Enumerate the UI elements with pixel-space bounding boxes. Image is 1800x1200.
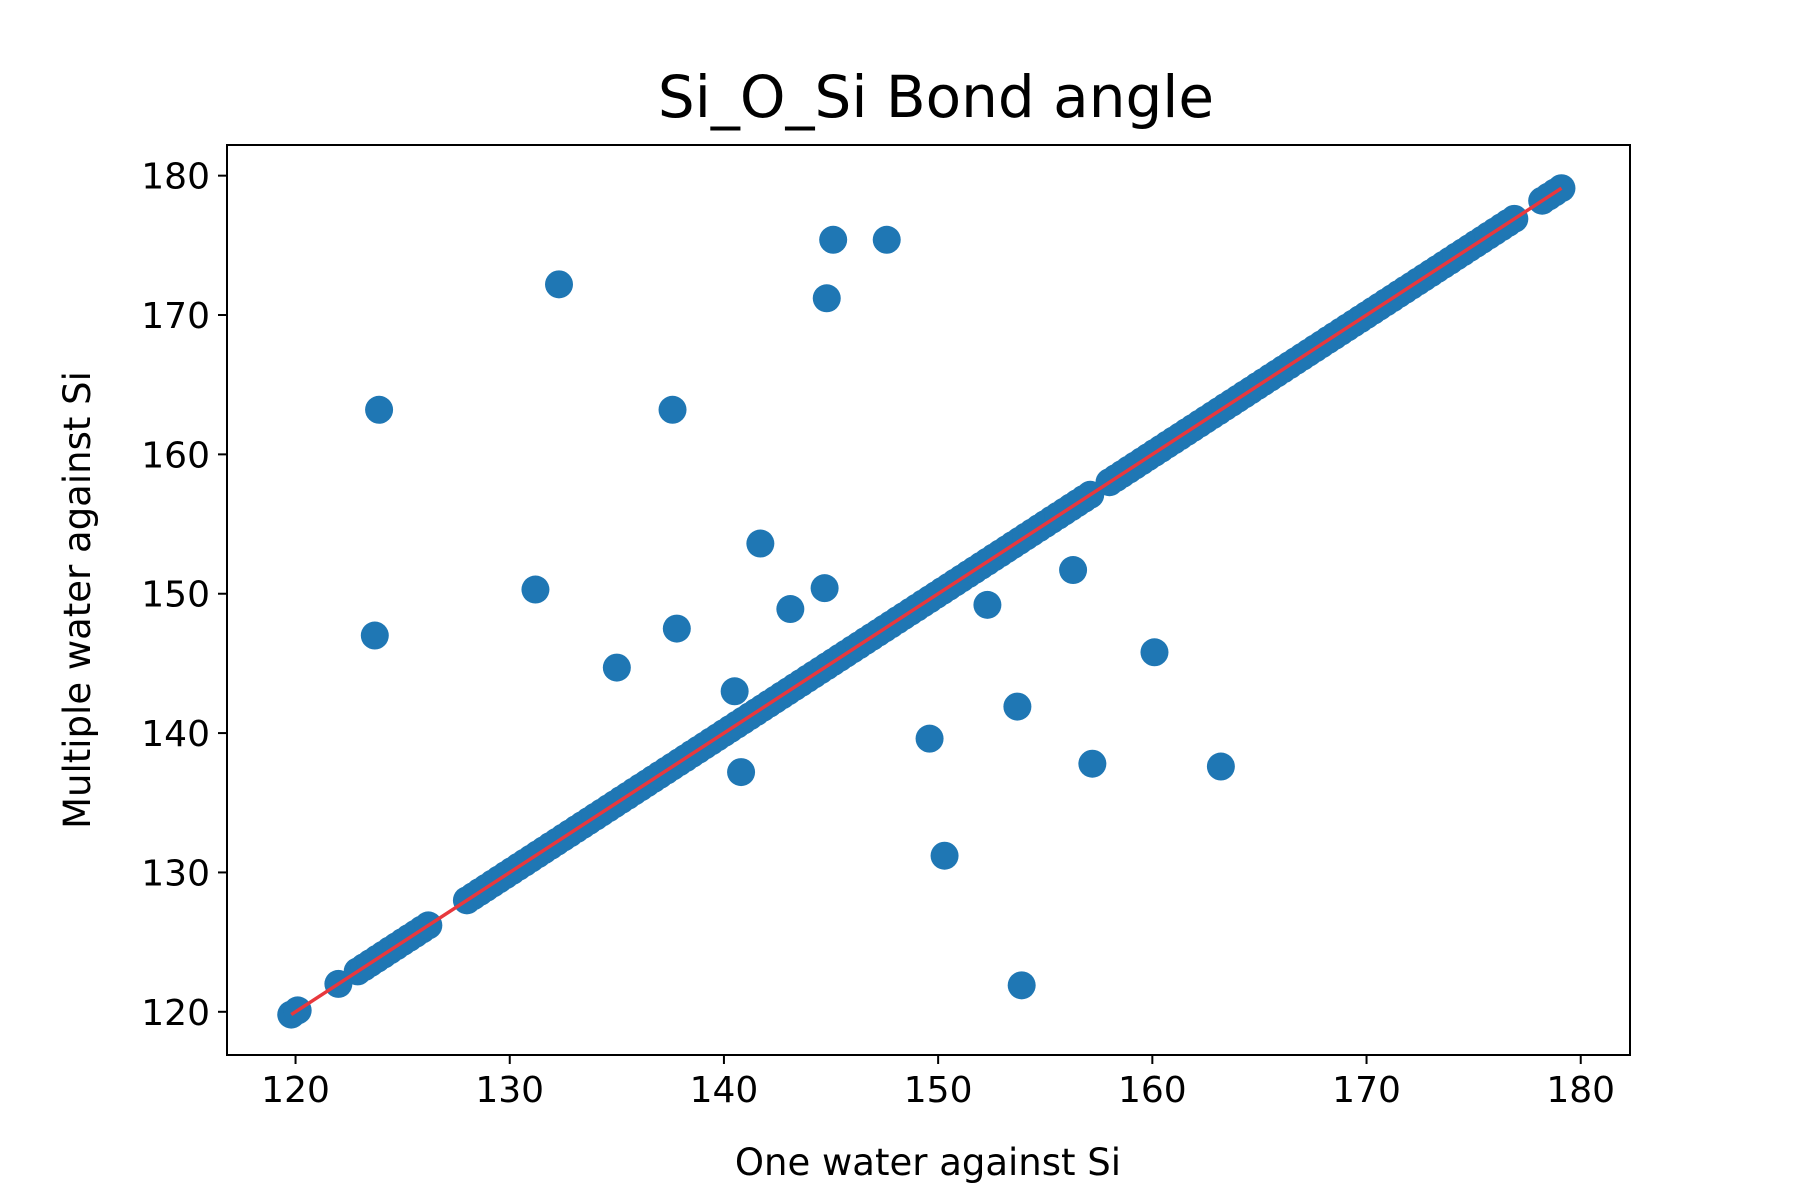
y-axis: 120 130 140 150 160 170 180: [141, 157, 227, 1034]
scatter-point: [776, 595, 805, 624]
scatter-point: [930, 841, 959, 870]
scatter-point: [720, 677, 749, 706]
scatter-point: [812, 284, 841, 313]
scatter-point: [662, 614, 691, 643]
scatter-point: [746, 529, 775, 558]
scatter-point: [365, 395, 394, 424]
y-tick-label: 130: [141, 853, 210, 894]
x-tick-label: 170: [1332, 1070, 1401, 1111]
scatter-point: [810, 574, 839, 603]
x-tick-label: 180: [1546, 1070, 1615, 1111]
scatter-point: [360, 621, 389, 650]
y-tick-label: 170: [141, 296, 210, 337]
x-tick-label: 150: [904, 1070, 973, 1111]
scatter-point: [1140, 638, 1169, 667]
x-tick-label: 140: [690, 1070, 759, 1111]
scatter-point: [521, 575, 550, 604]
scatter-point: [1206, 752, 1235, 781]
x-tick-label: 130: [475, 1070, 544, 1111]
chart-title: Si_O_Si Bond angle: [658, 63, 1214, 131]
x-axis: 120 130 140 150 160 170 180: [261, 1055, 1615, 1111]
scatter-point: [915, 724, 944, 753]
y-tick-label: 150: [141, 575, 210, 616]
scatter-point: [1078, 749, 1107, 778]
scatter-point: [658, 395, 687, 424]
x-axis-label: One water against Si: [735, 1141, 1121, 1184]
scatter-point: [602, 653, 631, 682]
scatter-point: [1007, 971, 1036, 1000]
y-tick-label: 120: [141, 993, 210, 1034]
x-tick-label: 120: [261, 1070, 330, 1111]
scatter-point: [1059, 556, 1088, 585]
y-tick-label: 180: [141, 157, 210, 198]
scatter-point: [872, 225, 901, 254]
scatter-point: [1003, 692, 1032, 721]
scatter-point: [545, 270, 574, 299]
y-tick-label: 140: [141, 714, 210, 755]
plot-frame: [226, 144, 1631, 1056]
scatter-point: [727, 758, 756, 787]
scatter-point: [819, 225, 848, 254]
scatter-point: [973, 590, 1002, 619]
y-tick-label: 160: [141, 435, 210, 476]
fit-line: [290, 186, 1563, 1017]
x-tick-label: 160: [1118, 1070, 1187, 1111]
y-axis-label: Multiple water against Si: [56, 371, 99, 829]
